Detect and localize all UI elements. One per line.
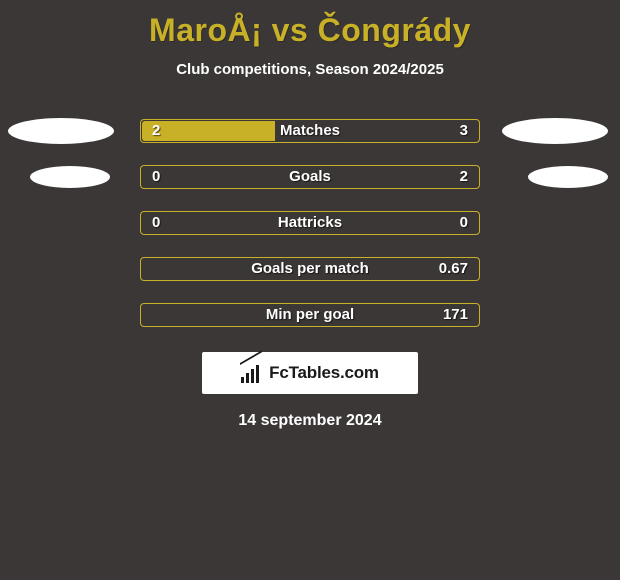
- date-label: 14 september 2024: [0, 412, 620, 430]
- stats-list: Matches23Goals02Hattricks00Goals per mat…: [0, 108, 620, 338]
- comparison-widget: MaroÅ¡ vs Čongrády Club competitions, Se…: [0, 0, 620, 430]
- stat-value-right: 2: [460, 165, 468, 189]
- brand-badge[interactable]: FcTables.com: [202, 352, 418, 394]
- stat-value-right: 0: [460, 211, 468, 235]
- stat-bar: [140, 303, 480, 327]
- stat-bar: [140, 211, 480, 235]
- stat-value-right: 171: [443, 303, 468, 327]
- right-marker-ellipse: [502, 118, 608, 144]
- brand-text: FcTables.com: [269, 363, 379, 383]
- stat-value-left: 0: [152, 211, 160, 235]
- left-marker-ellipse: [30, 166, 110, 188]
- bars-trend-icon: [241, 363, 263, 383]
- stat-bar: [140, 119, 480, 143]
- stat-value-right: 0.67: [439, 257, 468, 281]
- stat-row: Goals per match0.67: [0, 246, 620, 292]
- page-subtitle: Club competitions, Season 2024/2025: [0, 61, 620, 78]
- stat-bar: [140, 257, 480, 281]
- stat-value-right: 3: [460, 119, 468, 143]
- page-title: MaroÅ¡ vs Čongrády: [0, 12, 620, 49]
- stat-value-left: 2: [152, 119, 160, 143]
- stat-bar: [140, 165, 480, 189]
- left-marker-ellipse: [8, 118, 114, 144]
- stat-bar-fill: [142, 121, 275, 141]
- stat-row: Goals02: [0, 154, 620, 200]
- right-marker-ellipse: [528, 166, 608, 188]
- stat-value-left: 0: [152, 165, 160, 189]
- stat-row: Hattricks00: [0, 200, 620, 246]
- stat-row: Matches23: [0, 108, 620, 154]
- stat-row: Min per goal171: [0, 292, 620, 338]
